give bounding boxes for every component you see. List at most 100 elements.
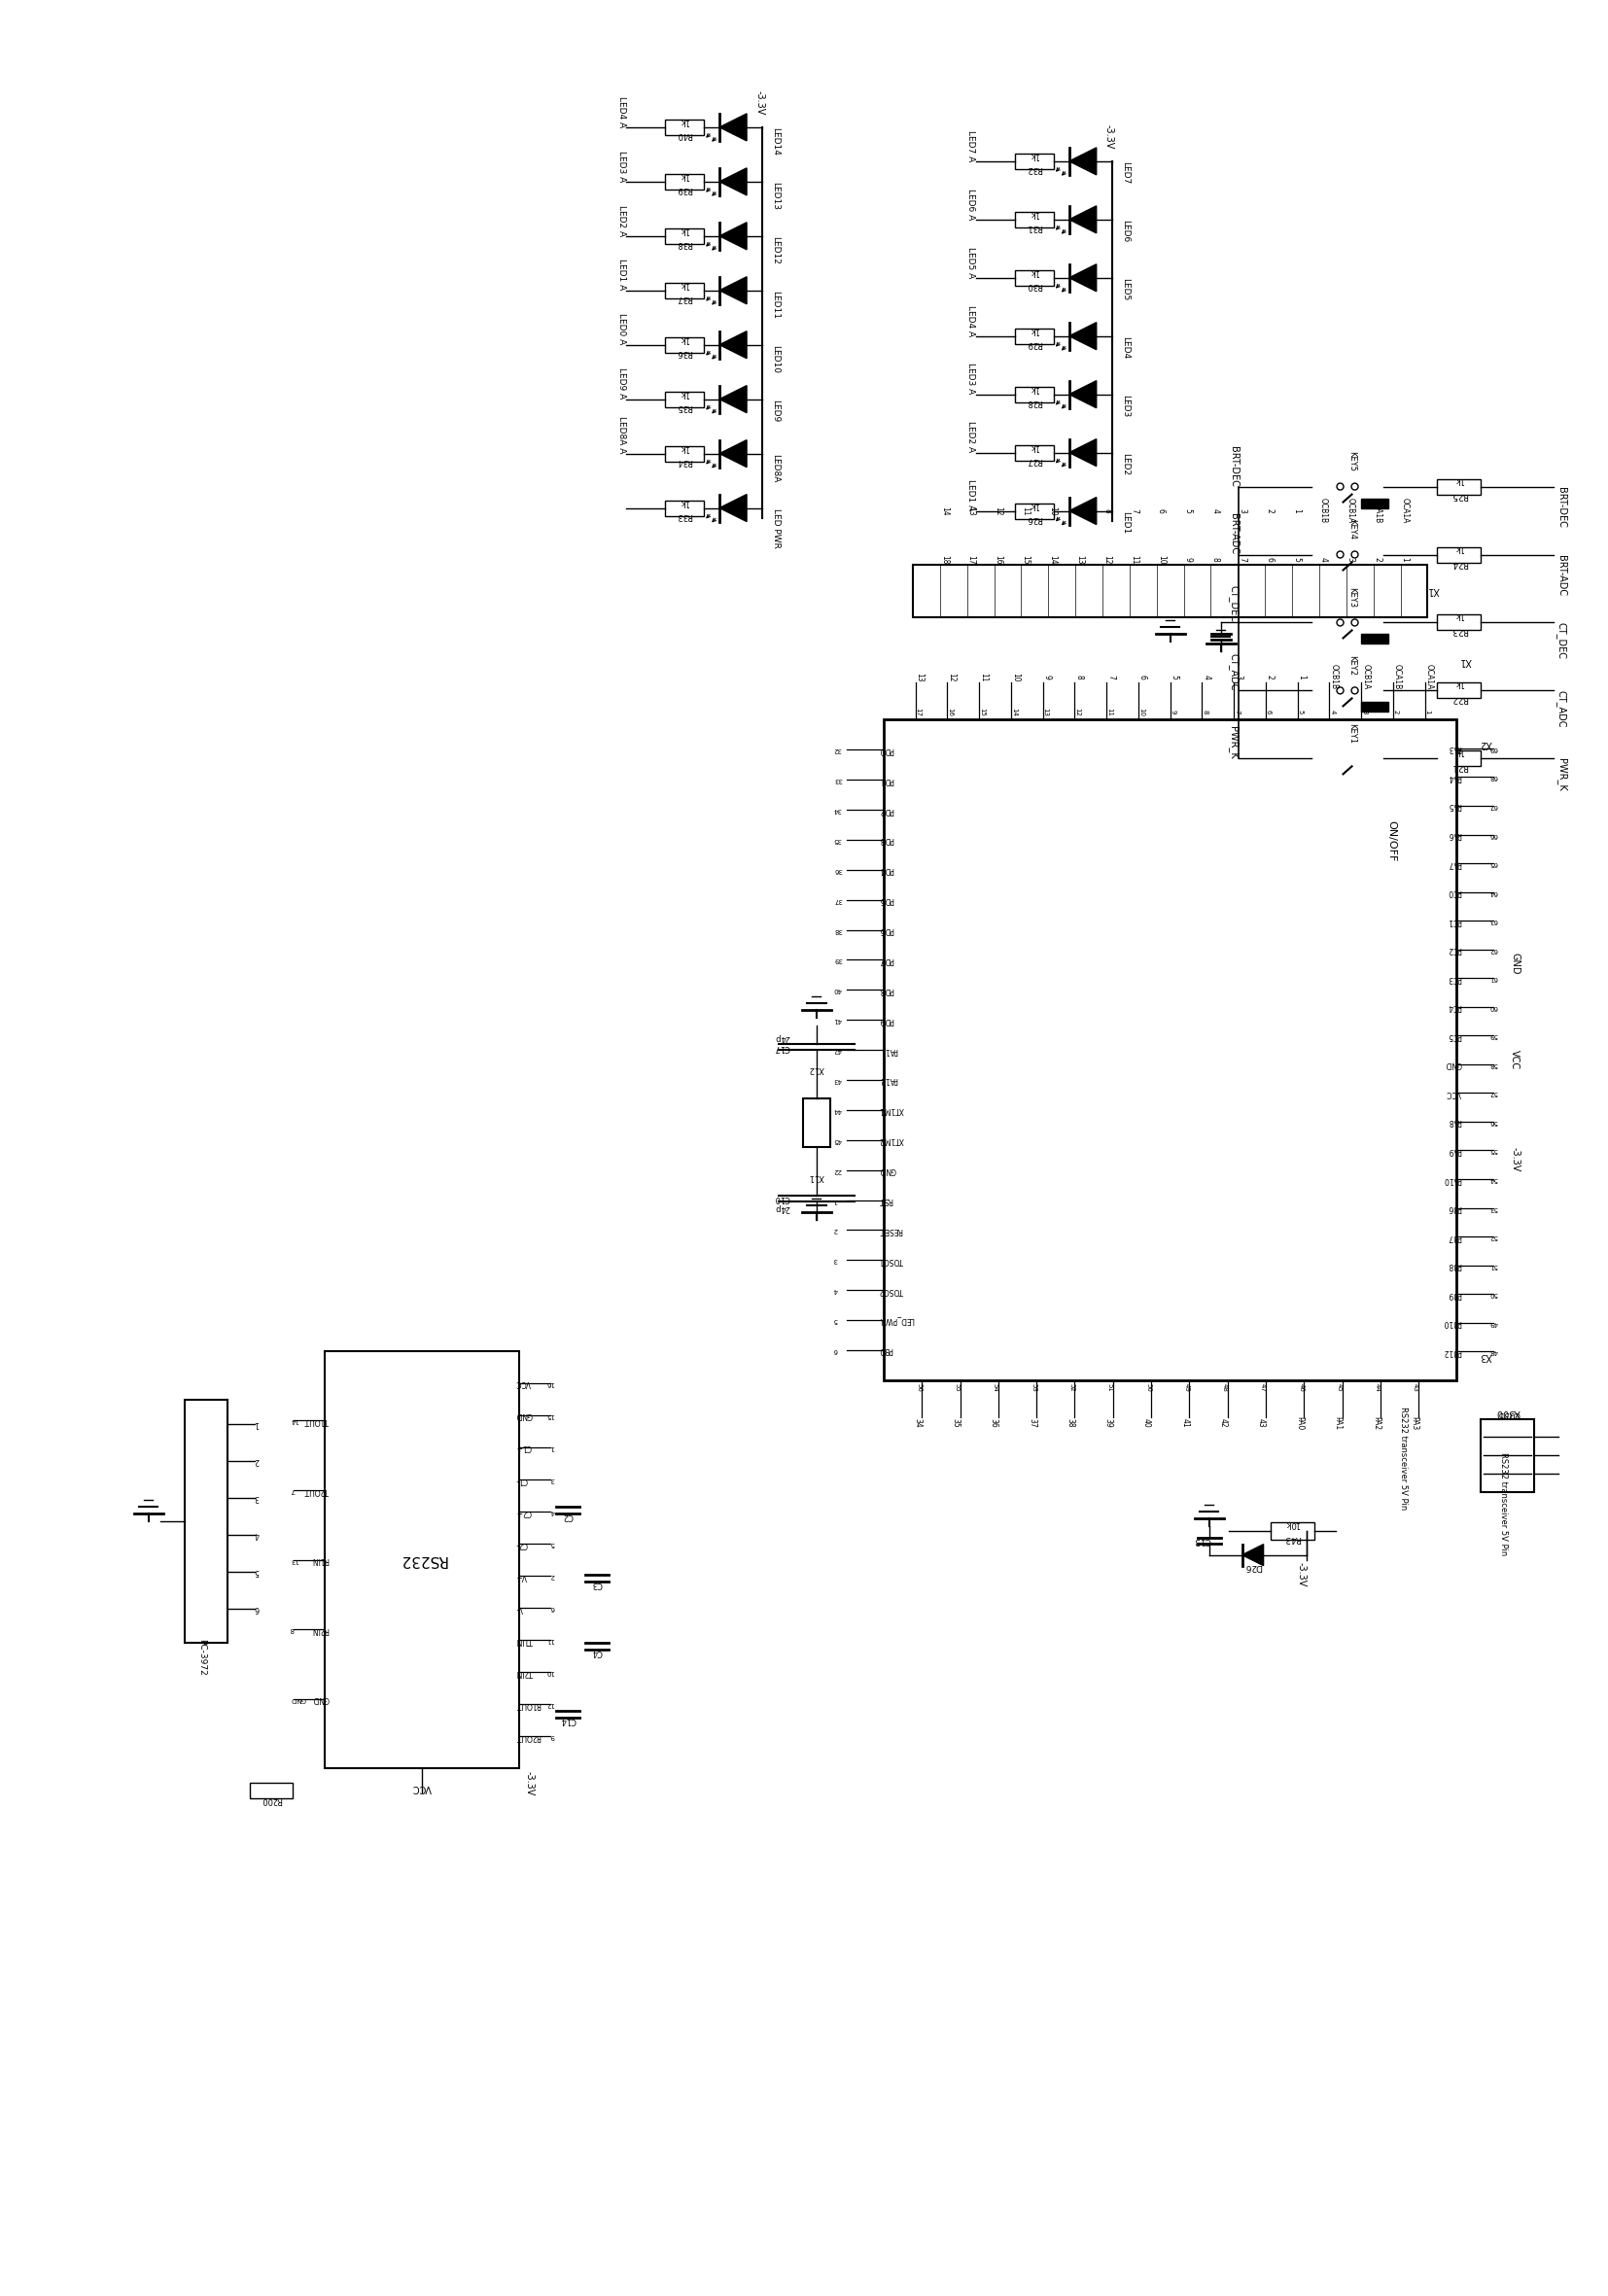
Bar xyxy=(802,1097,830,1148)
Polygon shape xyxy=(1069,381,1097,409)
Text: LED8A: LED8A xyxy=(772,455,780,482)
Text: ON/OFF: ON/OFF xyxy=(1386,820,1396,861)
Text: D26: D26 xyxy=(1245,1561,1262,1570)
Text: 3: 3 xyxy=(1238,507,1246,514)
Bar xyxy=(185,1401,228,1642)
Text: 63: 63 xyxy=(1489,918,1497,923)
Text: 13: 13 xyxy=(1044,707,1048,716)
Text: VCC: VCC xyxy=(516,1378,531,1387)
Polygon shape xyxy=(719,113,746,140)
Text: 1k: 1k xyxy=(1455,475,1465,484)
Text: 67: 67 xyxy=(1489,804,1497,808)
Bar xyxy=(913,565,1428,618)
Text: T1OUT: T1OUT xyxy=(304,1417,330,1426)
Text: LED0 A: LED0 A xyxy=(617,315,626,344)
Text: 5: 5 xyxy=(1293,558,1301,563)
Text: C4: C4 xyxy=(592,1646,603,1655)
Text: OCB1A: OCB1A xyxy=(1362,664,1370,689)
Text: 14: 14 xyxy=(1048,556,1056,565)
Text: V-: V- xyxy=(516,1603,523,1612)
Text: 10k: 10k xyxy=(1285,1520,1301,1527)
Text: 38: 38 xyxy=(833,928,843,932)
Text: GND: GND xyxy=(1444,1061,1462,1068)
Text: 38: 38 xyxy=(1066,1419,1074,1428)
Text: C2: C2 xyxy=(563,1511,574,1520)
Text: 9: 9 xyxy=(1044,675,1052,680)
Text: X300: X300 xyxy=(1495,1407,1521,1417)
Bar xyxy=(666,501,704,517)
Text: LED3 A: LED3 A xyxy=(966,363,976,395)
Text: C1+: C1+ xyxy=(516,1442,531,1451)
Text: C10: C10 xyxy=(773,1194,790,1203)
Polygon shape xyxy=(719,386,746,413)
Text: 7: 7 xyxy=(289,1488,294,1492)
Text: 34: 34 xyxy=(833,806,841,813)
Text: BRT-DEC: BRT-DEC xyxy=(1229,445,1238,487)
Text: LED14: LED14 xyxy=(772,126,780,156)
Text: PA10: PA10 xyxy=(1442,1176,1462,1182)
Text: PD9: PD9 xyxy=(880,1015,894,1024)
Text: LED9 A: LED9 A xyxy=(617,367,626,400)
Text: 65: 65 xyxy=(1489,861,1497,866)
Text: C14: C14 xyxy=(560,1715,576,1724)
Text: 12: 12 xyxy=(947,673,957,682)
Text: PA7: PA7 xyxy=(1447,859,1462,868)
Text: CT_DEC: CT_DEC xyxy=(1557,622,1566,659)
Text: 7: 7 xyxy=(1238,558,1246,563)
Bar xyxy=(1015,154,1053,170)
Text: R29: R29 xyxy=(1026,340,1042,347)
Text: LED8A A: LED8A A xyxy=(617,416,626,455)
Text: LED4: LED4 xyxy=(1121,335,1130,358)
Text: 2: 2 xyxy=(1393,709,1399,714)
Text: R22: R22 xyxy=(1450,693,1468,703)
Text: R36: R36 xyxy=(677,347,693,356)
Text: OCB1B: OCB1B xyxy=(1319,498,1328,523)
Text: 45: 45 xyxy=(833,1137,841,1143)
Text: R1OUT: R1OUT xyxy=(516,1699,540,1708)
Text: LED6: LED6 xyxy=(1121,220,1130,241)
Bar xyxy=(1360,703,1388,712)
Text: 2: 2 xyxy=(1265,507,1274,514)
Text: PC5: PC5 xyxy=(1447,1031,1462,1040)
Text: R21: R21 xyxy=(1450,762,1468,771)
Text: RS232: RS232 xyxy=(399,1552,447,1568)
Polygon shape xyxy=(1069,147,1097,174)
Polygon shape xyxy=(719,278,746,303)
Text: 57: 57 xyxy=(1489,1091,1497,1095)
Text: 5: 5 xyxy=(254,1568,259,1575)
Bar xyxy=(1438,546,1481,563)
Circle shape xyxy=(1351,620,1359,627)
Text: 5: 5 xyxy=(1183,507,1193,514)
Text: 6: 6 xyxy=(1138,675,1147,680)
Text: 15: 15 xyxy=(979,707,986,716)
Text: PD4: PD4 xyxy=(880,866,894,875)
Text: X1: X1 xyxy=(1458,657,1471,666)
Text: PD1: PD1 xyxy=(880,776,894,785)
Text: 46: 46 xyxy=(1298,1384,1304,1391)
Text: R2IN: R2IN xyxy=(312,1626,330,1635)
Bar xyxy=(1438,480,1481,494)
Polygon shape xyxy=(1069,321,1097,349)
Text: RS232 transceiver 5V Pin: RS232 transceiver 5V Pin xyxy=(1500,1451,1508,1554)
Text: 8: 8 xyxy=(289,1626,294,1632)
Text: 56: 56 xyxy=(1489,1118,1497,1125)
Text: LED4 A: LED4 A xyxy=(617,96,626,126)
Text: 12: 12 xyxy=(1103,556,1111,565)
Text: KEY1: KEY1 xyxy=(1348,723,1357,744)
Text: LED2: LED2 xyxy=(1121,452,1130,475)
Text: 61: 61 xyxy=(1489,976,1497,980)
Text: R38: R38 xyxy=(677,239,693,248)
Text: 1k: 1k xyxy=(1029,266,1039,276)
Bar xyxy=(666,174,704,188)
Text: 8: 8 xyxy=(1103,507,1111,514)
Text: R37: R37 xyxy=(677,294,693,303)
Text: 1k: 1k xyxy=(680,443,690,452)
Text: PWR_K: PWR_K xyxy=(1229,726,1238,758)
Text: 3: 3 xyxy=(1233,675,1243,680)
Text: 50: 50 xyxy=(1489,1290,1497,1297)
Text: 10: 10 xyxy=(1011,673,1019,682)
Text: 10: 10 xyxy=(1156,556,1166,565)
Text: -3.3V: -3.3V xyxy=(754,90,764,115)
Text: R39: R39 xyxy=(677,184,693,193)
Text: 6: 6 xyxy=(550,1605,555,1612)
